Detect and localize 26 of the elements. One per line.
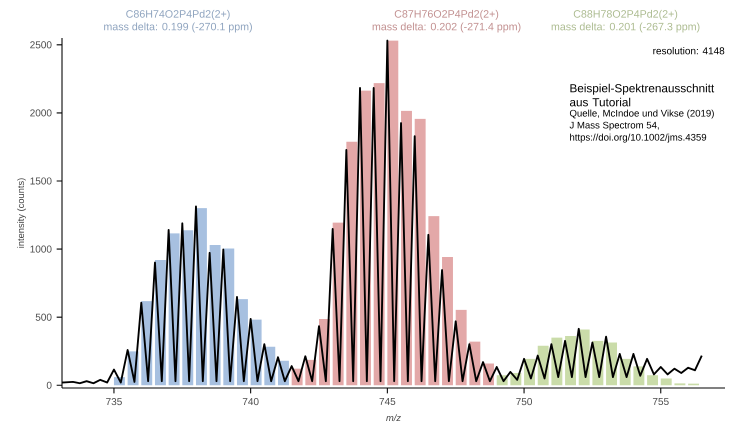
series-label: C87H76O2P4Pd2(2+) <box>394 10 498 20</box>
y-axis-title: intensity (counts) <box>17 178 26 248</box>
y-tick-label: 2000 <box>30 109 52 116</box>
bar <box>647 375 658 386</box>
annotation: Quelle, McIndoe und Vikse (2019) <box>570 110 714 119</box>
x-tick-label: 750 <box>516 398 532 406</box>
x-axis-title: m/z <box>386 414 401 422</box>
text: mass delta: 0.201 (-267.3 ppm) <box>552 22 700 32</box>
text: mass delta: 0.199 (-270.1 ppm) <box>104 22 252 32</box>
annotation: resolution: 4148 <box>653 47 724 54</box>
x-tick-label: 745 <box>380 398 396 406</box>
x-tick-label: 740 <box>242 398 259 406</box>
text: C86H74O2P4Pd2(2+) <box>126 10 230 20</box>
x-tick-label: 735 <box>106 398 122 406</box>
annotation: https://doi.org/10.1002/jms.4359 <box>570 134 706 143</box>
y-tick-label: 500 <box>36 314 52 321</box>
bar <box>660 378 672 386</box>
y-tick-label: 0 <box>46 382 52 389</box>
x-tick-label: 755 <box>652 398 669 406</box>
text: mass delta: 0.202 (-271.4 ppm) <box>372 22 520 32</box>
annotation: J Mass Spectrom 54, <box>570 122 659 130</box>
text: C88H78O2P4Pd2(2+) <box>574 10 678 20</box>
y-tick-label: 1500 <box>30 177 52 185</box>
y-tick-label: 2500 <box>30 41 52 48</box>
annotation: Beispiel-Spektrenausschnitt aus Tutorial <box>570 84 714 106</box>
y-tick-label: 1000 <box>30 246 52 253</box>
